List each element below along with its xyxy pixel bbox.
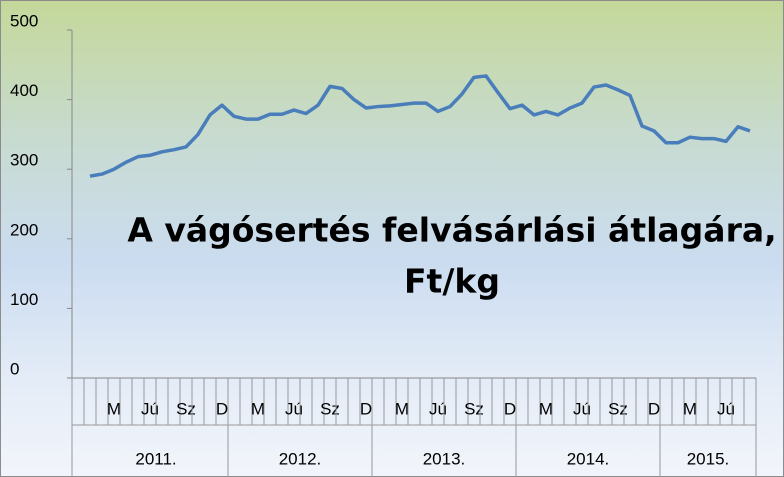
x-tick-label: Jú bbox=[573, 399, 591, 418]
group-label: 2013. bbox=[423, 449, 466, 468]
chart-title: Ft/kg bbox=[404, 262, 500, 301]
x-tick-label: D bbox=[504, 399, 516, 418]
x-tick-label: Sz bbox=[176, 399, 196, 418]
y-tick-label: 0 bbox=[10, 359, 19, 378]
x-tick-label: Jú bbox=[429, 399, 447, 418]
x-tick-label: M bbox=[395, 399, 409, 418]
x-tick-label: M bbox=[683, 399, 697, 418]
x-tick-label: Sz bbox=[320, 399, 340, 418]
group-label: 2014. bbox=[567, 449, 610, 468]
x-tick-label: M bbox=[107, 399, 121, 418]
x-tick-label: Jú bbox=[285, 399, 303, 418]
y-tick-label: 200 bbox=[10, 220, 38, 239]
x-tick-label: Sz bbox=[464, 399, 484, 418]
y-tick-label: 400 bbox=[10, 81, 38, 100]
x-tick-label: D bbox=[648, 399, 660, 418]
y-tick-label: 500 bbox=[10, 11, 38, 30]
x-tick-label: D bbox=[216, 399, 228, 418]
group-label: 2015. bbox=[687, 449, 730, 468]
x-tick-label: Sz bbox=[608, 399, 628, 418]
x-tick-label: M bbox=[251, 399, 265, 418]
y-tick-label: 300 bbox=[10, 151, 38, 170]
x-tick-label: M bbox=[539, 399, 553, 418]
line-series bbox=[89, 74, 751, 178]
x-tick-label: D bbox=[360, 399, 372, 418]
x-tick-label: Jú bbox=[141, 399, 159, 418]
y-tick-label: 100 bbox=[10, 290, 38, 309]
group-label: 2012. bbox=[279, 449, 322, 468]
x-tick-label: Jú bbox=[717, 399, 735, 418]
group-label: 2011. bbox=[135, 449, 176, 468]
chart-title: A vágósertés felvásárlási átlagára, bbox=[127, 211, 776, 250]
